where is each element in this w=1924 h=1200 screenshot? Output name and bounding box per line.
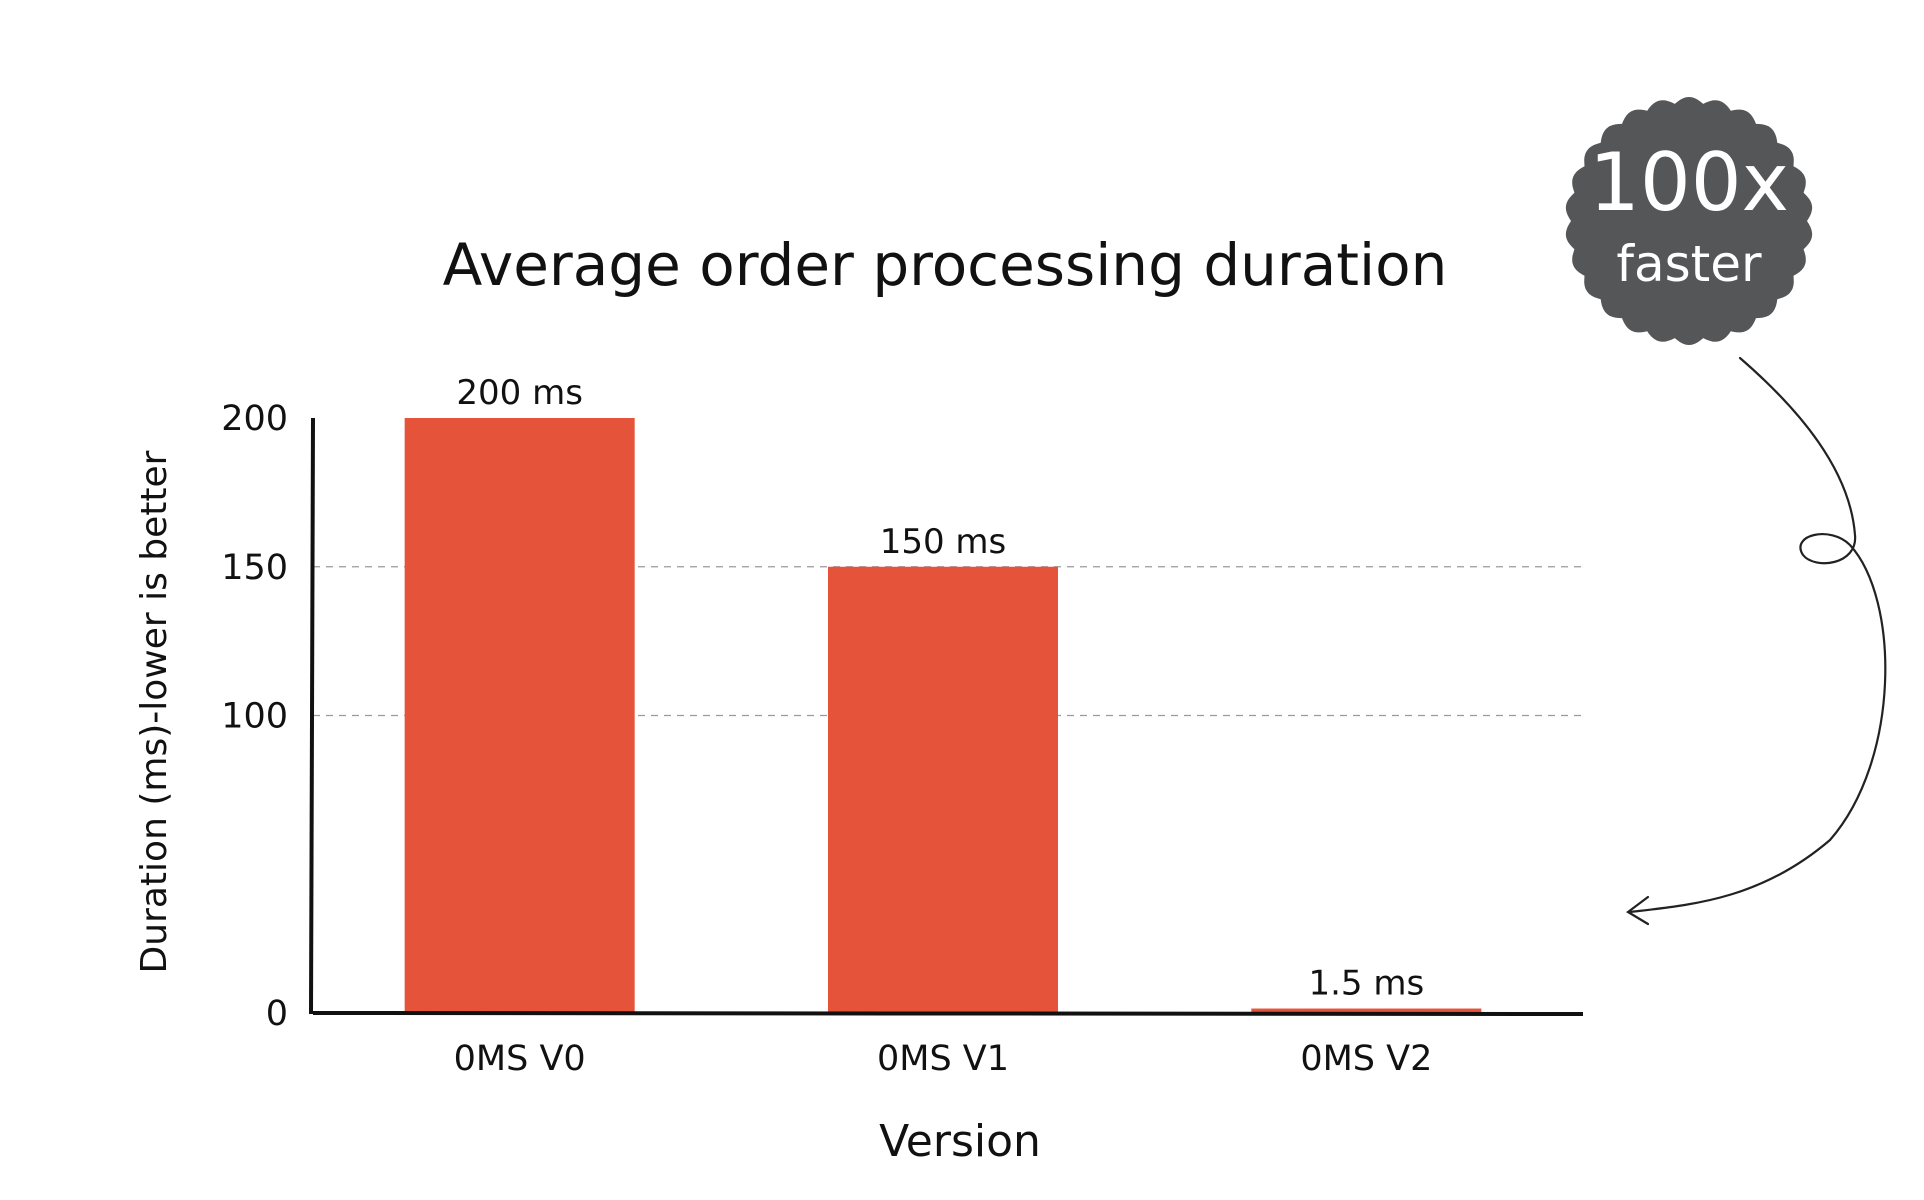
bar-value-label: 200 ms — [456, 373, 583, 413]
bar — [404, 418, 635, 1013]
x-axis-line — [312, 1011, 1584, 1016]
x-tick-label: 0MS V2 — [1300, 1039, 1432, 1079]
x-tick-label: 0MS V0 — [454, 1039, 586, 1079]
arrow-curve — [1628, 356, 1887, 914]
arrow-head — [1626, 895, 1650, 926]
speedup-badge: 100x faster — [1565, 97, 1813, 345]
bar — [1251, 1008, 1482, 1013]
y-axis-line — [309, 417, 315, 1015]
chart-title: Average order processing duration — [443, 231, 1448, 299]
y-tick-label: 0 — [266, 994, 288, 1034]
x-tick-label: 0MS V1 — [877, 1039, 1009, 1079]
y-tick-label: 100 — [221, 697, 288, 737]
badge-caption: faster — [1616, 235, 1762, 293]
bars — [404, 418, 1482, 1013]
y-tick-label: 150 — [221, 548, 288, 588]
x-axis-title: Version — [879, 1116, 1041, 1167]
bar-value-label: 1.5 ms — [1308, 964, 1424, 1004]
labels: 0 100 150 200 200 ms 0MS V0 150 ms 0MS V1 1.5 ms… — [221, 373, 1432, 1079]
bar-value-label: 150 ms — [880, 522, 1007, 562]
badge-value: 100x — [1589, 136, 1789, 229]
y-axis-title: Duration (ms)-lower is better — [134, 450, 175, 973]
badge-scalloped-circle — [1565, 97, 1813, 345]
curly-arrow — [1626, 356, 1887, 926]
y-tick-label: 200 — [221, 399, 288, 439]
bar — [828, 566, 1058, 1013]
